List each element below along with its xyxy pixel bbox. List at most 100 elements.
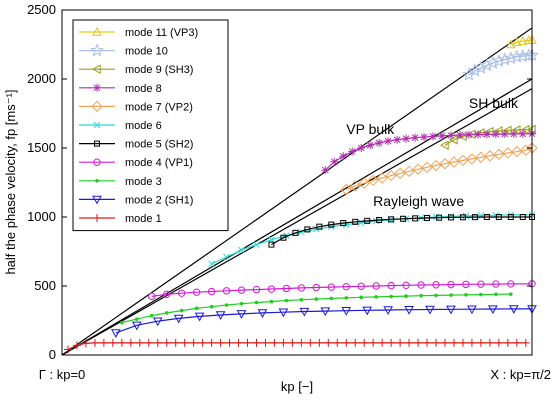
data-point [473, 130, 482, 139]
data-point [493, 148, 505, 161]
data-point [495, 214, 502, 220]
data-point [180, 338, 189, 347]
data-point [339, 152, 348, 161]
data-point [449, 293, 453, 297]
data-point [447, 214, 454, 221]
data-point [153, 338, 162, 347]
legend-label: mode 11 (VP3) [125, 27, 198, 39]
data-point [503, 50, 518, 65]
data-point [194, 312, 205, 322]
data-point [329, 296, 334, 301]
series-line [67, 342, 526, 351]
data-point [328, 221, 335, 228]
series-group [63, 338, 530, 354]
data-point [280, 234, 287, 241]
legend-label: mode 9 (SH3) [125, 64, 193, 76]
data-point [412, 215, 419, 222]
data-point [341, 307, 352, 316]
annotation-label: SH bulk [469, 95, 519, 111]
data-point [162, 338, 171, 347]
data-point [497, 52, 512, 66]
data-point [396, 338, 405, 347]
data-point [321, 166, 330, 175]
data-point [492, 280, 500, 288]
data-point [108, 338, 117, 347]
data-point [375, 138, 384, 147]
data-point [384, 137, 393, 146]
legend-entry: mode 9 (SH3) [79, 64, 193, 76]
data-point [284, 298, 289, 303]
data-point [512, 338, 521, 347]
legend-marker [93, 83, 101, 92]
data-point [63, 345, 72, 354]
legend-label: mode 4 (VP1) [125, 157, 193, 169]
data-point [446, 131, 455, 140]
data-point [223, 253, 230, 261]
data-point [477, 280, 485, 288]
data-point [404, 306, 414, 315]
data-point [359, 295, 364, 300]
data-point [360, 338, 369, 347]
series-line [211, 214, 533, 265]
data-point [446, 305, 456, 315]
data-point [439, 140, 449, 151]
data-point [148, 292, 156, 301]
series-line [115, 308, 532, 334]
data-point [500, 130, 509, 139]
data-point [238, 246, 245, 254]
data-point [429, 132, 438, 141]
plot-frame [61, 9, 533, 356]
data-point [324, 338, 333, 347]
data-point [194, 306, 199, 311]
legend-label: mode 10 [125, 46, 168, 58]
data-point [378, 338, 387, 347]
data-point [99, 338, 108, 347]
legend-marker [91, 64, 101, 75]
data-point [376, 217, 383, 224]
data-point [297, 284, 306, 292]
legend-label: mode 5 (SH2) [125, 139, 193, 151]
data-point [467, 63, 482, 77]
data-point [509, 129, 518, 138]
data-point [320, 307, 331, 317]
data-point [432, 281, 440, 289]
data-point [402, 134, 411, 143]
data-point [483, 214, 490, 220]
data-point [436, 214, 443, 221]
series-line [151, 283, 533, 297]
data-point [327, 283, 335, 291]
legend-entry: mode 2 (SH1) [79, 194, 193, 206]
legend-label: mode 1 [125, 213, 162, 225]
data-point [455, 131, 464, 140]
data-point [282, 284, 291, 293]
data-point [507, 280, 515, 288]
data-point [485, 55, 500, 70]
legend-marker [93, 121, 101, 129]
data-point [316, 223, 323, 230]
data-point [312, 283, 321, 292]
data-point [511, 37, 522, 47]
data-point [362, 306, 373, 316]
series-group [268, 214, 535, 248]
reference-line [61, 78, 533, 356]
data-point [215, 311, 226, 321]
data-point [419, 293, 423, 298]
data-point [387, 338, 396, 347]
data-point [412, 163, 424, 175]
data-point [403, 165, 415, 178]
data-point [394, 167, 406, 180]
data-point [135, 317, 139, 321]
data-point [494, 338, 503, 347]
data-point [288, 338, 297, 347]
data-point [479, 292, 483, 297]
data-point [236, 310, 247, 319]
data-point [131, 321, 142, 331]
data-point [192, 288, 201, 296]
data-point [270, 338, 279, 347]
data-point [366, 141, 375, 150]
legend-marker [93, 214, 101, 222]
legend-entry: mode 4 (VP1) [79, 157, 193, 169]
data-point [224, 303, 229, 307]
legend-entry: mode 6 [79, 120, 162, 132]
